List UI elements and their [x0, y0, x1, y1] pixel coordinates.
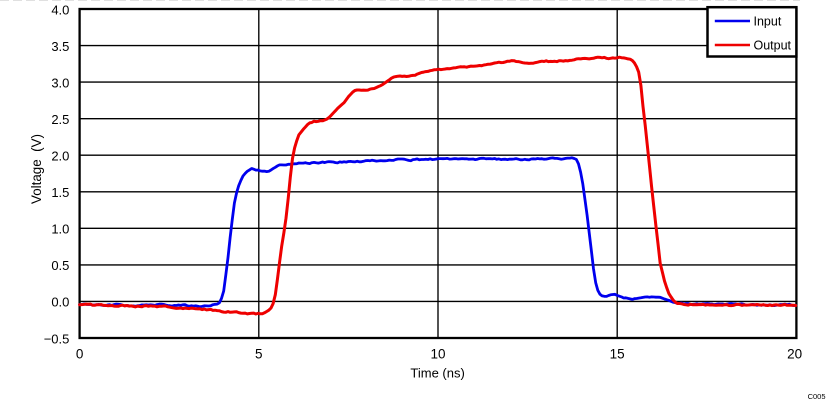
svg-text:0.0: 0.0 — [51, 295, 69, 310]
svg-text:10: 10 — [430, 347, 445, 362]
svg-text:Output: Output — [754, 38, 792, 52]
svg-text:1.5: 1.5 — [51, 185, 69, 200]
svg-text:Voltage (V): Voltage (V) — [29, 134, 44, 204]
svg-text:3.5: 3.5 — [51, 39, 69, 54]
svg-text:5: 5 — [255, 347, 263, 362]
svg-text:15: 15 — [610, 347, 625, 362]
svg-text:0: 0 — [76, 347, 84, 362]
svg-text:C005: C005 — [808, 392, 826, 401]
svg-text:4.0: 4.0 — [51, 2, 69, 17]
svg-text:2.5: 2.5 — [51, 112, 69, 127]
svg-text:2.0: 2.0 — [51, 149, 69, 164]
svg-text:−0.5: −0.5 — [44, 331, 70, 346]
svg-text:0.5: 0.5 — [51, 258, 69, 273]
svg-text:3.0: 3.0 — [51, 75, 69, 90]
svg-text:1.0: 1.0 — [51, 222, 69, 237]
svg-text:Time (ns): Time (ns) — [410, 366, 464, 381]
svg-text:20: 20 — [787, 347, 802, 362]
svg-text:Input: Input — [754, 14, 782, 28]
